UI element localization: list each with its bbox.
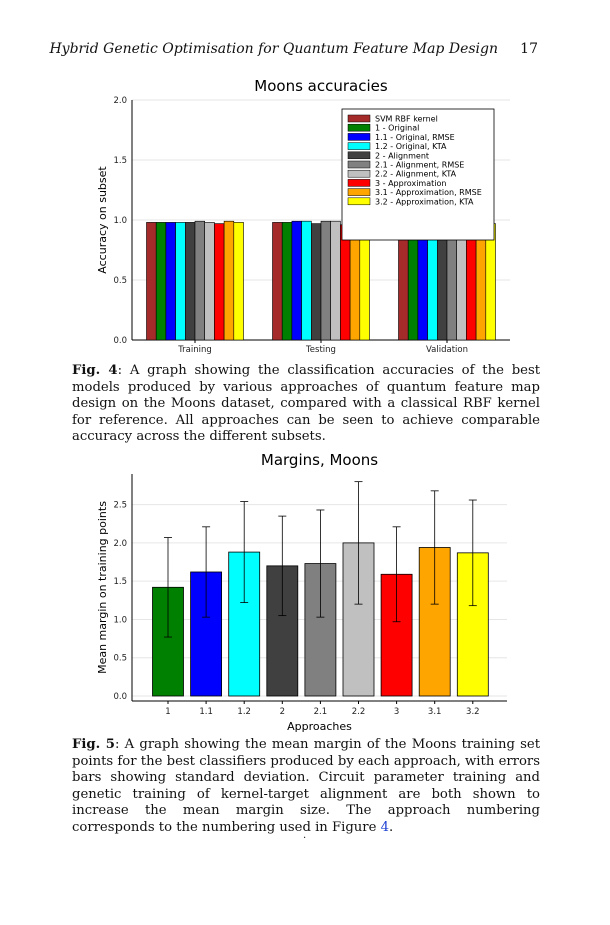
y-tick-label: 2.0 xyxy=(113,539,127,549)
bar xyxy=(310,223,322,341)
legend-entry: 1 - Original xyxy=(375,124,419,133)
y-axis-label: Accuracy on subset xyxy=(96,166,109,274)
bar xyxy=(175,222,186,341)
bar xyxy=(485,223,496,341)
legend-swatch xyxy=(347,160,371,169)
bar xyxy=(155,222,167,341)
x-tick-label: 1.2 xyxy=(237,707,251,717)
y-tick-label: 1.5 xyxy=(113,156,127,166)
y-tick-label: 1.5 xyxy=(113,577,127,587)
bar xyxy=(466,223,477,341)
figure-5-caption-text: : A graph showing the mean margin of the… xyxy=(72,737,540,835)
legend-swatch xyxy=(347,123,371,132)
bar xyxy=(146,222,157,341)
accuracy-chart: 0.0 0.5 1.0 1.5 2.0 Training Testing Validation… xyxy=(96,77,510,355)
bar xyxy=(281,222,293,341)
figure-4: 0.0 0.5 1.0 1.5 2.0 Training Testing Validation… xyxy=(0,72,610,362)
x-tick-label: 3.1 xyxy=(428,707,442,717)
bar xyxy=(340,224,351,341)
figure-5-caption: Fig. 5: A graph showing the mean margin … xyxy=(72,737,540,836)
x-tick-label: 1.1 xyxy=(199,707,213,717)
running-title: Hybrid Genetic Optimisation for Quantum … xyxy=(49,41,498,57)
y-axis-label: Mean margin on training points xyxy=(96,501,109,674)
figure-reference-link[interactable]: 4 xyxy=(380,819,389,835)
legend-swatch xyxy=(347,133,371,141)
bar xyxy=(233,222,244,341)
x-axis-label: Approaches xyxy=(287,720,352,733)
legend-swatch xyxy=(347,169,371,178)
legend-swatch xyxy=(347,142,371,150)
bar xyxy=(272,222,283,341)
bar xyxy=(165,222,176,341)
bar xyxy=(456,223,467,341)
figure-4-caption-text: : A graph showing the classification acc… xyxy=(72,363,541,444)
y-tick-label: 0.5 xyxy=(113,654,127,664)
x-tick-label: 2.1 xyxy=(314,707,328,717)
bar xyxy=(185,222,196,341)
bar xyxy=(194,220,205,341)
y-tick-label: 0.5 xyxy=(113,276,127,286)
bar xyxy=(330,220,341,341)
figure-4-caption: Fig. 4: A graph showing the classificati… xyxy=(72,363,540,446)
legend-entry: 2.1 - Alignment, RMSE xyxy=(375,161,464,170)
bar xyxy=(223,220,235,341)
x-tick-label: 1 xyxy=(165,707,170,717)
bar xyxy=(456,552,489,697)
x-tick-label: 3 xyxy=(394,707,399,717)
page-number: 17 xyxy=(520,41,538,57)
legend-entry: 2.2 - Alignment, KTA xyxy=(375,170,457,179)
y-tick-label: 2.5 xyxy=(113,501,127,511)
legend-entry: 1.2 - Original, KTA xyxy=(375,142,447,151)
x-tick-label: 2.2 xyxy=(352,707,366,717)
legend-entry: 3.2 - Approximation, KTA xyxy=(375,197,474,206)
bar xyxy=(291,220,302,341)
bar xyxy=(301,220,312,341)
y-tick-label: 1.0 xyxy=(113,615,127,625)
bar xyxy=(204,222,215,341)
running-header: Hybrid Genetic Optimisation for Quantum … xyxy=(0,41,610,61)
y-tick-label: 0.0 xyxy=(113,692,127,702)
chart-title: Margins, Moons xyxy=(261,451,378,469)
bar xyxy=(320,220,331,341)
y-tick-label: 2.0 xyxy=(113,96,127,106)
x-tick-label: Validation xyxy=(426,345,468,355)
y-tick-label: 1.0 xyxy=(113,216,127,226)
legend-entry: SVM RBF kernel xyxy=(375,115,438,124)
legend-swatch xyxy=(347,179,371,187)
chart-title: Moons accuracies xyxy=(254,77,388,95)
figure-5-caption-end: . xyxy=(388,819,394,835)
legend-swatch xyxy=(347,151,371,160)
y-tick-label: 0.0 xyxy=(113,336,127,346)
legend-entry: 3.1 - Approximation, RMSE xyxy=(375,188,482,197)
legend-swatch xyxy=(347,114,371,123)
figure-4-label: Fig. 4 xyxy=(72,363,118,378)
x-tick-label: Testing xyxy=(305,345,336,355)
legend-entry: 3 - Approximation xyxy=(375,179,446,188)
x-tick-label: 3.2 xyxy=(466,707,480,717)
footer-mark: . xyxy=(303,830,307,841)
legend-entry: 1.1 - Original, RMSE xyxy=(375,133,455,142)
figure-5: 0.0 0.5 1.0 1.5 2.0 2.5 1 1.1 1.2 2 2.1 2.2 3 3.1 3.2 M… xyxy=(0,446,610,736)
x-tick-label: 2 xyxy=(280,707,285,717)
x-tick-label: Training xyxy=(177,345,212,355)
legend-swatch xyxy=(347,197,371,206)
legend-entry: 2 - Alignment xyxy=(375,151,429,160)
bar xyxy=(214,223,225,341)
figure-5-label: Fig. 5 xyxy=(72,737,115,752)
margin-chart: 0.0 0.5 1.0 1.5 2.0 2.5 1 1.1 1.2 2 2.1 2.2 3 3.1 3.2 M… xyxy=(96,451,507,733)
legend-swatch xyxy=(347,188,371,196)
